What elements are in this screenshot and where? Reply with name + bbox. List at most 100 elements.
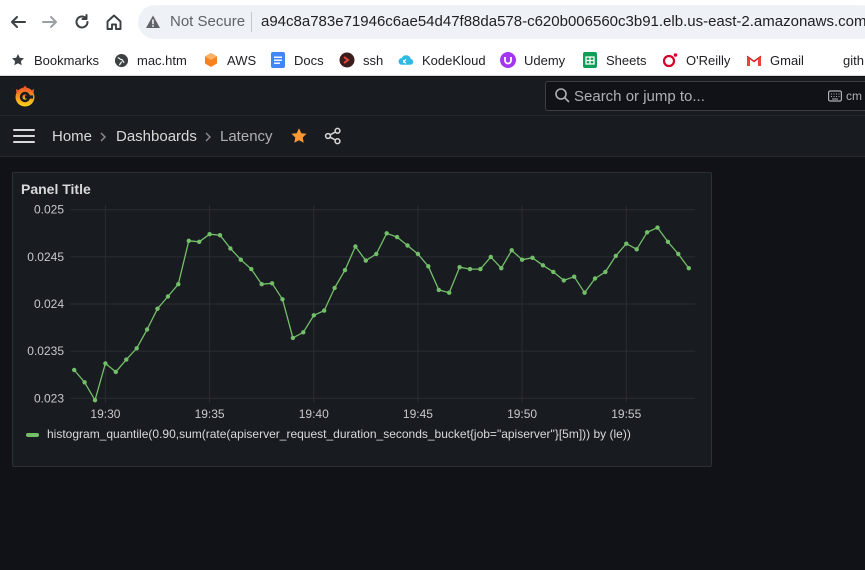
x-tick-label: 19:50 xyxy=(507,407,537,420)
y-tick-label: 0.025 xyxy=(34,205,64,217)
panel-title[interactable]: Panel Title xyxy=(21,181,91,197)
share-icon[interactable] xyxy=(324,127,342,145)
panel[interactable] xyxy=(12,172,712,467)
data-point xyxy=(280,297,285,302)
data-point xyxy=(301,330,306,335)
reload-button[interactable] xyxy=(70,10,94,34)
bookmark-udemy[interactable]: Udemy xyxy=(500,44,565,76)
bookmark-mac-htm[interactable]: mac.htm xyxy=(113,44,187,76)
data-point xyxy=(447,290,452,295)
oreilly-icon xyxy=(662,52,678,68)
breadcrumb-bar xyxy=(0,116,865,157)
data-point xyxy=(436,287,441,293)
data-point xyxy=(551,269,556,275)
arrow-right-icon xyxy=(42,16,57,28)
data-point xyxy=(332,285,337,291)
reload-icon xyxy=(75,14,89,29)
url-text[interactable]: a94c8a783e71946c6ae54d47f88da578-c620b00… xyxy=(261,13,865,30)
bookmark-aws[interactable]: AWS xyxy=(203,44,256,76)
data-point xyxy=(676,251,681,257)
data-point xyxy=(311,313,316,318)
data-point xyxy=(144,327,150,332)
bookmark-sheets[interactable]: Sheets xyxy=(582,44,646,76)
url-field[interactable] xyxy=(138,5,865,39)
breadcrumb-current: Latency xyxy=(220,128,273,145)
data-point xyxy=(572,274,577,279)
forward-button[interactable] xyxy=(38,10,62,34)
data-point xyxy=(519,257,525,262)
x-tick-label: 19:35 xyxy=(195,407,225,420)
breadcrumb-dashboards[interactable]: Dashboards xyxy=(116,128,197,145)
data-point xyxy=(561,278,566,283)
latency-chart[interactable]: 0.025 0.0245 0.024 0.0235 0.023 19:30 19:35 19:… xyxy=(12,205,702,420)
data-point xyxy=(384,231,389,236)
legend-series-label[interactable]: histogram_quantile(0.90,sum(rate(apiserv… xyxy=(47,427,631,441)
data-point xyxy=(228,246,233,251)
data-point xyxy=(467,266,473,272)
aws-icon xyxy=(203,52,219,68)
gmail-icon xyxy=(746,52,762,68)
data-point xyxy=(624,241,629,246)
data-point xyxy=(165,294,171,299)
bookmark-kodekloud[interactable]: KodeKloud xyxy=(398,44,486,76)
data-point xyxy=(644,230,650,235)
sheets-icon xyxy=(582,52,598,68)
shortcut-hint: cm xyxy=(846,89,862,103)
home-button[interactable] xyxy=(102,10,126,34)
legend-series-swatch xyxy=(26,433,39,437)
series-line xyxy=(73,226,690,401)
search-box[interactable] xyxy=(545,81,865,111)
search-icon xyxy=(555,88,570,103)
back-button[interactable] xyxy=(6,10,30,34)
data-point xyxy=(259,282,264,287)
data-point xyxy=(603,269,608,275)
data-point xyxy=(478,266,483,272)
data-point xyxy=(592,276,598,281)
docs-icon xyxy=(270,52,286,68)
y-tick-label: 0.024 xyxy=(34,297,64,311)
data-point xyxy=(249,266,254,272)
bookmark-ssh[interactable]: ssh xyxy=(339,44,383,76)
kodekloud-icon xyxy=(398,52,414,68)
home-icon xyxy=(106,14,122,30)
bookmark-github[interactable]: gith xyxy=(843,52,864,68)
data-point xyxy=(426,264,431,269)
data-point xyxy=(342,267,348,273)
star-icon[interactable] xyxy=(290,127,308,145)
bookmark-oreilly[interactable]: O'Reilly xyxy=(662,44,730,76)
chevron-right-icon xyxy=(205,132,211,142)
data-point xyxy=(686,266,691,271)
y-tick-label: 0.023 xyxy=(34,391,64,405)
warning-icon[interactable] xyxy=(145,14,161,30)
data-point xyxy=(322,308,327,313)
data-point xyxy=(394,234,400,240)
data-point xyxy=(207,232,212,237)
bookmark-gmail[interactable]: Gmail xyxy=(746,44,804,76)
url-divider xyxy=(251,12,252,32)
data-point xyxy=(82,380,87,385)
security-status[interactable]: Not Secure xyxy=(170,13,246,30)
data-point xyxy=(197,239,202,244)
bookmark-docs[interactable]: Docs xyxy=(270,44,324,76)
browser-address-bar: Not Secure a94c8a783e71946c6ae54d47f88da… xyxy=(0,0,865,44)
menu-icon[interactable] xyxy=(13,128,35,144)
arrow-left-icon xyxy=(11,16,26,28)
data-point xyxy=(488,254,493,260)
data-point xyxy=(363,258,368,263)
data-point xyxy=(665,239,671,244)
y-tick-label: 0.0245 xyxy=(27,250,64,264)
data-point xyxy=(509,248,514,253)
bookmark-bookmarks[interactable]: Bookmarks xyxy=(10,44,99,76)
data-point xyxy=(655,225,660,230)
data-point xyxy=(176,282,181,287)
data-point xyxy=(92,398,98,403)
grafana-logo-icon[interactable] xyxy=(12,83,38,109)
search-input[interactable]: Search or jump to... xyxy=(574,88,705,105)
star-icon xyxy=(10,52,26,68)
data-point xyxy=(113,369,119,375)
globe-icon xyxy=(113,52,129,68)
chevron-right-icon xyxy=(100,132,106,142)
breadcrumb-home[interactable]: Home xyxy=(52,128,93,145)
x-tick-label: 19:45 xyxy=(403,407,433,420)
data-point xyxy=(457,265,462,270)
